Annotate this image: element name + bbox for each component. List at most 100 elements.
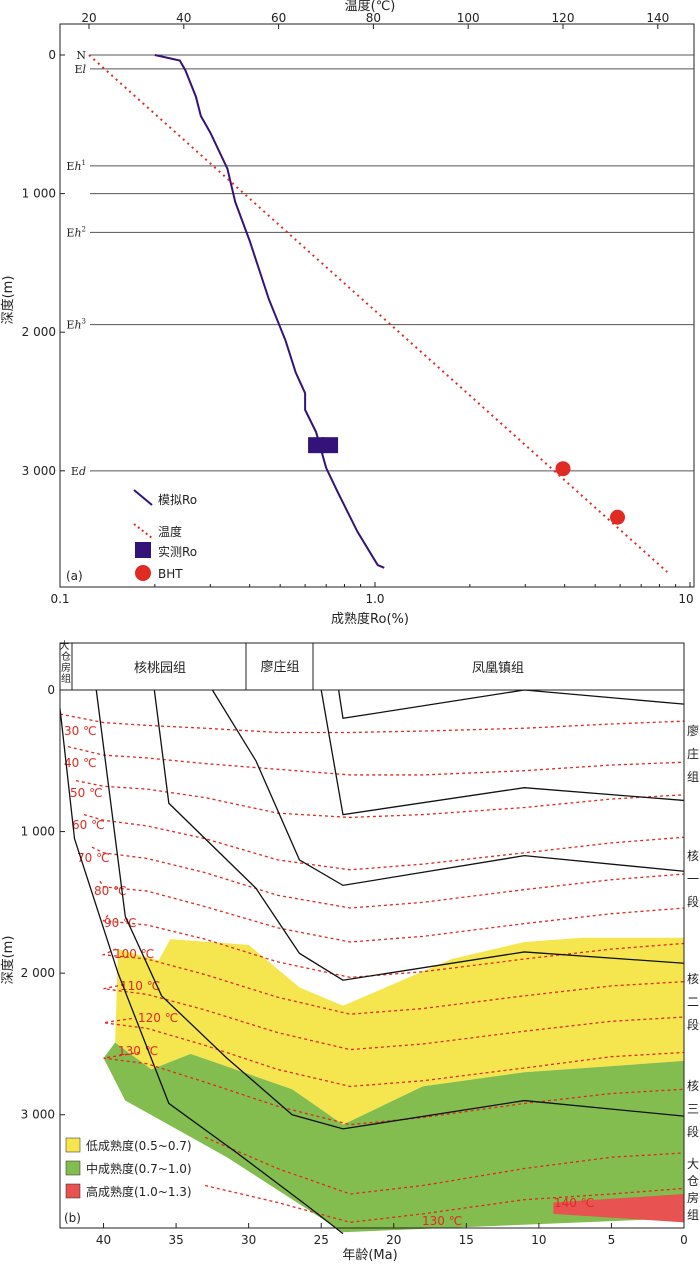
right-formation-char: 二 [687,995,699,1009]
left-tick-label: 1 000 [22,187,56,201]
top-tick-label: 80 [366,11,381,25]
right-formation-char: 组 [687,770,699,784]
x-tick-label: 25 [314,1233,329,1247]
x-axis-title: 年龄(Ma) [342,1248,397,1263]
panel-b-label: (b) [64,1211,81,1225]
formation-label-digit: 2 [82,225,86,233]
header-hetaoyuan: 核桃园组 [134,661,186,676]
panel-a-legend: 模拟Ro 温度 实测Ro BHT [133,489,197,581]
formation-label-base: E [71,465,79,478]
isotherm-label: 110 ℃ [120,979,160,993]
bht-point [610,509,626,525]
right-formation-char: 大 [687,1157,699,1171]
bottom-tick-label: 0.1 [50,592,69,606]
measured-ro-point [308,437,325,454]
right-formation-char: 庄 [687,746,699,761]
left-axis-title: 深度(m) [0,276,16,325]
isotherm-line [59,713,685,734]
isotherm-line [204,1136,685,1195]
isotherm-label: 130 ℃ [422,1214,462,1228]
header-dacangfang-char: 组 [61,672,71,685]
isotherm-line [91,846,685,909]
isotherm-label: 130 ℃ [118,1044,158,1058]
bht-point [555,461,571,477]
top-tick-label: 100 [457,11,480,25]
right-formation-char: 核 [687,972,699,986]
stratigraphic-horizon [153,689,685,981]
mid-maturity-area [103,1042,684,1233]
legend-mid-maturity-label: 中成熟度(0.7~1.0) [86,1161,192,1176]
formation-label: Eh3 [66,318,86,332]
top-tick-label: 60 [271,11,286,25]
right-formation-char: 廖 [687,723,699,738]
isotherm-label: 40 ℃ [64,756,97,770]
legend-bht-swatch [135,565,151,581]
x-tick-label: 10 [531,1233,546,1247]
legend-temperature-label: 温度 [158,524,182,539]
formation-label-digit: 3 [82,318,86,326]
low-maturity-area [115,937,685,1125]
isotherm-label: 140 ℃ [554,1196,594,1210]
isotherm-line [204,1184,685,1223]
top-tick-label: 40 [176,11,191,25]
right-formation-char: 一 [687,872,699,886]
legend-measured-ro-swatch [135,542,151,558]
formation-label-letter: d [79,465,86,478]
y-tick-label: 3 000 [21,1108,55,1122]
top-axis-title: 温度(℃) [345,0,396,14]
isotherm-label: 30 ℃ [64,724,97,738]
header-fenghuangzhen: 凤凰镇组 [472,661,524,676]
y-axis-title: 深度(m) [0,936,16,985]
formation-label: Eh1 [66,159,86,173]
formation-label-base: E [66,319,74,332]
legend-simulated-ro-label: 模拟Ro [158,493,197,507]
formation-label: N [76,49,86,62]
simulated-ro-line [154,54,385,569]
bottom-axis-title: 成熟度Ro(%) [331,611,409,627]
legend-temperature-swatch [133,523,153,539]
high-maturity-area [553,1194,684,1223]
formation-label-base: E [66,226,74,239]
panel-a-frame [59,23,695,588]
x-tick-label: 35 [168,1233,183,1247]
panel-a-label: (a) [66,569,83,583]
formation-label-letter: h [74,160,81,173]
isotherm-line [103,1051,685,1126]
isotherm-label: 60 ℃ [72,818,105,832]
isotherm-line [99,880,685,943]
panel-b-legend: 低成熟度(0.5~0.7) 中成熟度(0.7~1.0) 高成熟度(1.0~1.3… [65,1137,192,1199]
stratigraphic-horizon [320,689,685,816]
measured-ro-point [322,437,339,454]
header-dacangfang-char: 仓 [61,650,71,663]
isotherm-line [103,1017,685,1088]
isotherm-line [102,914,685,979]
right-formation-char: 组 [687,1208,699,1222]
legend-simulated-ro-swatch [133,489,153,506]
legend-high-maturity-swatch [65,1183,81,1199]
left-tick-label: 0 [48,48,56,62]
isotherm-label: 100 ℃ [114,947,154,961]
header-liaozhuang: 廖庄组 [260,659,299,675]
panel-b-frame [59,689,685,1229]
top-tick-label: 140 [646,11,669,25]
formation-label: El [74,63,86,76]
bottom-tick-label: 1.0 [365,592,384,606]
top-tick-label: 120 [552,11,575,25]
left-tick-label: 2 000 [22,325,56,339]
y-tick-label: 0 [47,683,55,697]
x-tick-label: 15 [459,1233,474,1247]
x-tick-label: 20 [386,1233,401,1247]
formation-label-digit: 1 [82,159,86,167]
legend-low-maturity-swatch [65,1137,81,1153]
isotherm-label: 80 ℃ [94,884,127,898]
formation-label-base: N [76,49,86,62]
right-formation-char: 仓 [687,1174,699,1188]
header-dacangfang-char: 房 [61,661,71,674]
legend-high-maturity-label: 高成熟度(1.0~1.3) [86,1184,192,1199]
formation-label: Ed [71,465,86,478]
legend-low-maturity-label: 低成熟度(0.5~0.7) [86,1138,192,1153]
right-formation-char: 核 [687,1079,699,1093]
isotherm-line [101,948,685,1015]
y-tick-label: 1 000 [21,825,55,839]
